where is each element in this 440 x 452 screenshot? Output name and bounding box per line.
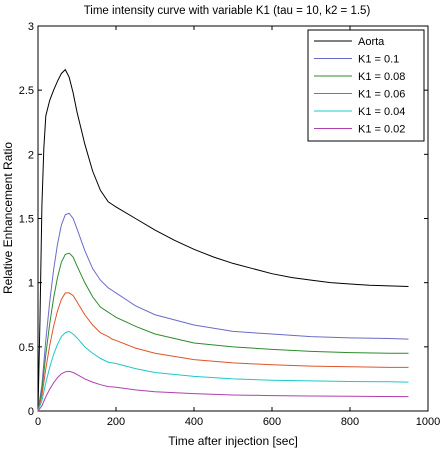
x-tick-label: 200 <box>107 416 125 428</box>
legend-label: K1 = 0.06 <box>358 89 405 101</box>
legend-label: K1 = 0.1 <box>358 54 399 66</box>
y-tick-label: 0.5 <box>19 342 34 354</box>
series-line-4 <box>37 330 409 412</box>
x-tick-label: 600 <box>263 416 281 428</box>
series-line-2 <box>37 252 409 412</box>
legend-label: Aorta <box>358 36 385 48</box>
y-tick-label: 3 <box>28 21 34 33</box>
chart-title: Time intensity curve with variable K1 (t… <box>84 5 371 17</box>
legend-label: K1 = 0.02 <box>358 124 405 136</box>
y-axis-label: Relative Enhancement Ratio <box>1 142 15 294</box>
series-layer <box>37 68 409 412</box>
x-tick-label: 800 <box>341 416 359 428</box>
y-tick-label: 2 <box>28 149 34 161</box>
legend: Aorta K1 = 0.1 K1 = 0.08 K1 = 0.06 K1 = 0.04… <box>307 29 425 142</box>
y-tick-label: 1 <box>28 278 34 290</box>
series-line-1 <box>37 212 409 412</box>
x-tick-label: 400 <box>185 416 203 428</box>
series-line-3 <box>37 292 409 412</box>
y-tick-label: 1.5 <box>19 214 34 226</box>
axis-ticks: 0 200 400 600 800 1000 0 0.5 1 1.5 2 2.5 3 <box>19 21 440 428</box>
x-tick-label: 0 <box>35 416 41 428</box>
series-line-5 <box>37 370 409 412</box>
legend-box <box>307 29 425 142</box>
y-tick-label: 0 <box>28 406 34 418</box>
x-tick-label: 1000 <box>416 416 440 428</box>
legend-label: K1 = 0.08 <box>358 71 405 83</box>
legend-label: K1 = 0.04 <box>358 106 405 118</box>
series-line-0 <box>37 68 409 412</box>
y-tick-label: 2.5 <box>19 85 34 97</box>
x-axis-label: Time after injection [sec] <box>168 434 298 448</box>
